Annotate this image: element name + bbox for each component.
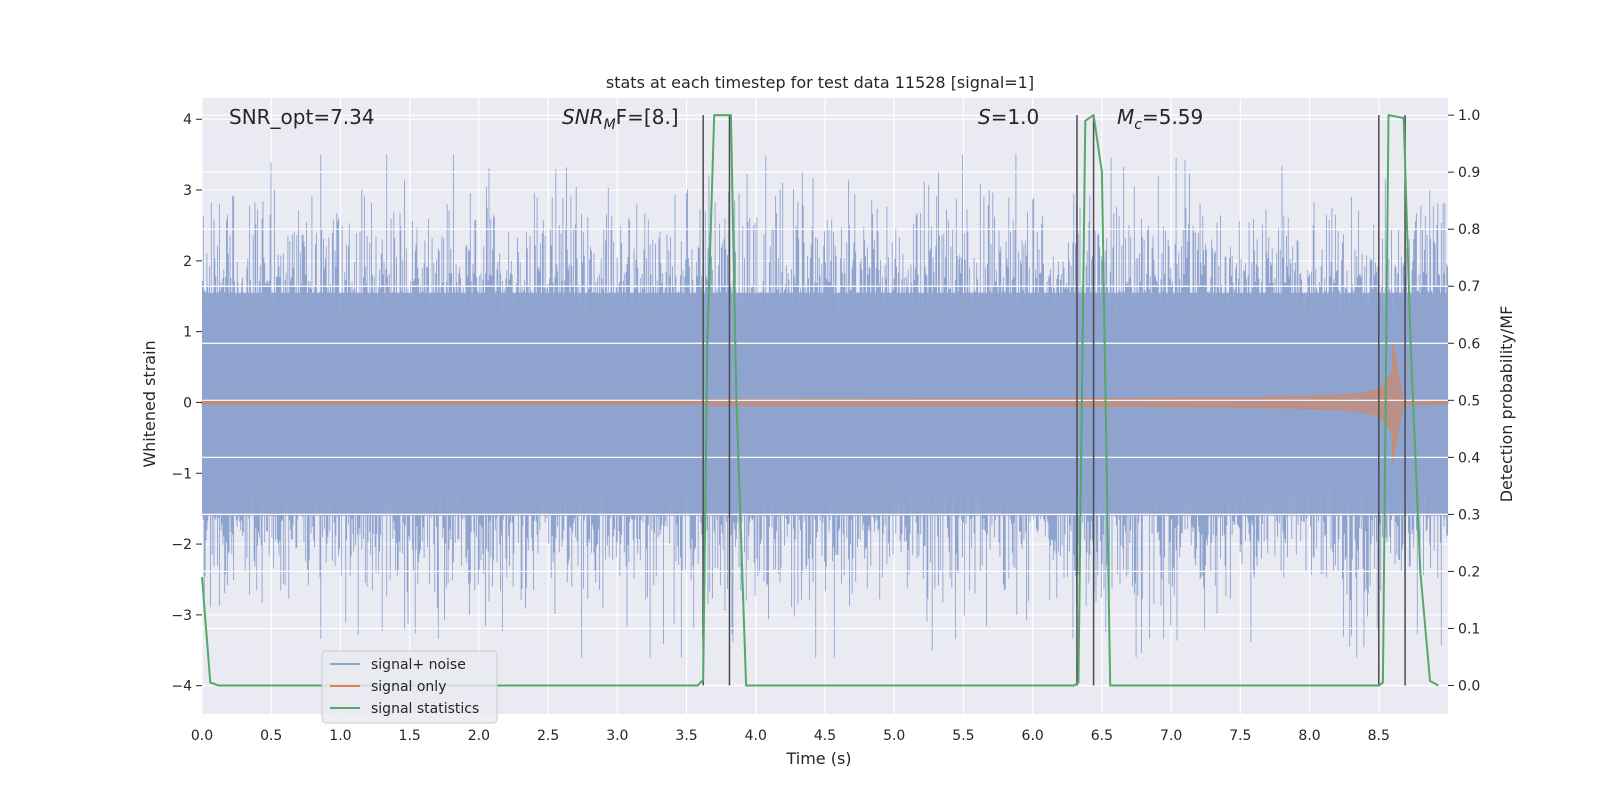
y-left-tick-label: 0 — [183, 395, 192, 411]
y-right-axis-label: Detection probability/MF — [1497, 306, 1516, 503]
y-right-axis-ticks: 0.0 0.1 0.2 0.3 0.4 0.5 0.6 0.7 0.8 0.9 1.0 — [1448, 108, 1480, 694]
annotation-snr-mf-rest: F=[8.] — [616, 105, 679, 129]
x-tick-label: 1.0 — [329, 728, 351, 744]
y-right-tick-label: 0.9 — [1458, 165, 1480, 181]
y-left-tick-label: 1 — [183, 325, 192, 341]
chart-title: stats at each timestep for test data 115… — [606, 73, 1034, 92]
annotation-s-italic: S — [978, 105, 991, 129]
x-tick-label: 1.5 — [399, 728, 421, 744]
y-right-tick-label: 0.0 — [1458, 678, 1480, 694]
x-tick-label: 6.5 — [1091, 728, 1113, 744]
y-left-tick-label: −3 — [171, 608, 192, 624]
y-left-tick-label: −1 — [171, 466, 192, 482]
x-tick-label: 7.0 — [1160, 728, 1182, 744]
x-tick-label: 5.0 — [883, 728, 905, 744]
x-axis-label: Time (s) — [785, 749, 851, 768]
annotation-s-rest: =1.0 — [991, 105, 1040, 129]
chirp-envelope — [201, 342, 1449, 463]
x-tick-label: 8.5 — [1368, 728, 1390, 744]
legend-box — [321, 650, 498, 724]
x-tick-label: 7.5 — [1229, 728, 1251, 744]
annotation-snr-opt: SNR_opt=7.34 — [229, 105, 375, 129]
annotation-mc-sub: c — [1134, 117, 1142, 133]
legend-label-signal-statistics: signal statistics — [371, 701, 479, 717]
y-left-tick-label: 2 — [183, 254, 192, 270]
legend-label-signal-only: signal only — [371, 679, 446, 695]
y-left-tick-label: −2 — [171, 537, 192, 553]
x-tick-label: 8.0 — [1298, 728, 1320, 744]
x-tick-label: 0.5 — [260, 728, 282, 744]
x-tick-label: 0.0 — [191, 728, 213, 744]
annotation-s: S=1.0 — [978, 105, 1039, 129]
legend: signal+ noise signal only signal statist… — [321, 650, 498, 724]
y-right-tick-label: 0.1 — [1458, 621, 1480, 637]
plot-area — [201, 98, 1449, 714]
y-right-tick-label: 0.2 — [1458, 564, 1480, 580]
y-right-tick-label: 0.3 — [1458, 507, 1480, 523]
x-tick-label: 3.0 — [606, 728, 628, 744]
y-right-tick-label: 0.5 — [1458, 393, 1480, 409]
y-left-axis-ticks: −4 −3 −2 −1 0 1 2 3 4 — [171, 112, 202, 695]
y-right-tick-label: 1.0 — [1458, 108, 1480, 124]
x-axis-ticks: 0.0 0.5 1.0 1.5 2.0 2.5 3.0 3.5 4.0 4.5 5.0 5.5 6.0 6… — [191, 728, 1390, 744]
annotations: SNR_opt=7.34 SNRMF=[8.] S=1.0 Mc=5.59 — [229, 105, 1203, 133]
y-right-tick-label: 0.8 — [1458, 222, 1480, 238]
y-right-tick-label: 0.6 — [1458, 336, 1480, 352]
x-tick-label: 2.0 — [468, 728, 490, 744]
y-right-tick-label: 0.4 — [1458, 450, 1480, 466]
y-left-tick-label: 4 — [183, 112, 192, 128]
x-tick-label: 4.0 — [745, 728, 767, 744]
x-tick-label: 6.0 — [1022, 728, 1044, 744]
vertical-markers — [702, 115, 1406, 686]
x-tick-label: 4.5 — [814, 728, 836, 744]
y-left-tick-label: 3 — [183, 183, 192, 199]
series-signal-only — [201, 342, 1449, 463]
annotation-snr-mf: SNRMF=[8.] — [562, 105, 679, 133]
statistics-line — [201, 114, 1439, 687]
y-left-tick-label: −4 — [171, 679, 192, 695]
legend-label-signal-plus-noise: signal+ noise — [371, 657, 466, 673]
annotation-mc-base: M — [1117, 105, 1134, 129]
y-right-tick-label: 0.7 — [1458, 279, 1480, 295]
annotation-snr-mf-base: SNR — [562, 105, 604, 129]
x-tick-label: 3.5 — [675, 728, 697, 744]
annotation-snr-mf-sub: M — [604, 117, 616, 133]
y-left-axis-label: Whitened strain — [140, 340, 159, 467]
x-tick-label: 2.5 — [537, 728, 559, 744]
series-signal-statistics — [201, 114, 1439, 687]
annotation-mc-rest: =5.59 — [1142, 105, 1203, 129]
annotation-mc: Mc=5.59 — [1117, 105, 1203, 133]
x-tick-label: 5.5 — [952, 728, 974, 744]
